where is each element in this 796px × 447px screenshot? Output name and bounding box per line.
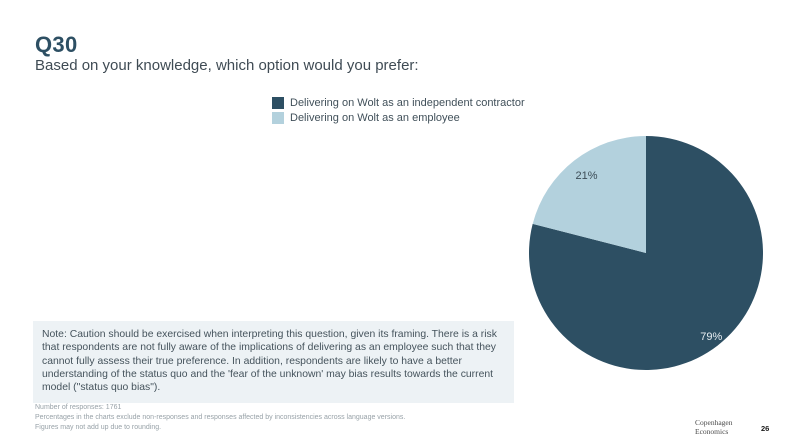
legend-swatch-employee <box>272 112 284 124</box>
page-number: 26 <box>761 424 770 433</box>
logo-line: Copenhagen <box>695 418 733 427</box>
chart-legend: Delivering on Wolt as an independent con… <box>272 97 525 124</box>
legend-swatch-independent-contractor <box>272 97 284 109</box>
note-box: Note: Caution should be exercised when i… <box>33 321 514 403</box>
pie-chart: 79% 21% <box>528 135 764 371</box>
footnote-line: Percentages in the charts exclude non-re… <box>35 413 406 421</box>
footnotes: Number of responses: 1761 Percentages in… <box>35 403 405 432</box>
legend-label: Delivering on Wolt as an employee <box>290 112 460 124</box>
copenhagen-economics-logo: Copenhagen Economics <box>695 418 733 436</box>
page-title: Q30 <box>35 32 78 57</box>
question-text: Based on your knowledge, which option wo… <box>35 57 419 74</box>
pie-slice <box>532 136 646 253</box>
legend-label: Delivering on Wolt as an independent con… <box>290 97 525 109</box>
pie-data-label: 79% <box>700 331 722 343</box>
legend-item: Delivering on Wolt as an independent con… <box>272 97 525 109</box>
legend-item: Delivering on Wolt as an employee <box>272 112 525 124</box>
pie-slice <box>529 136 764 370</box>
logo-line: Economics <box>695 427 729 436</box>
footnote-line: Figures may not add up due to rounding. <box>35 423 162 431</box>
pie-svg: 79% 21% <box>529 136 764 370</box>
pie-data-label: 21% <box>575 170 597 182</box>
footnote-line: Number of responses: 1761 <box>35 404 122 411</box>
